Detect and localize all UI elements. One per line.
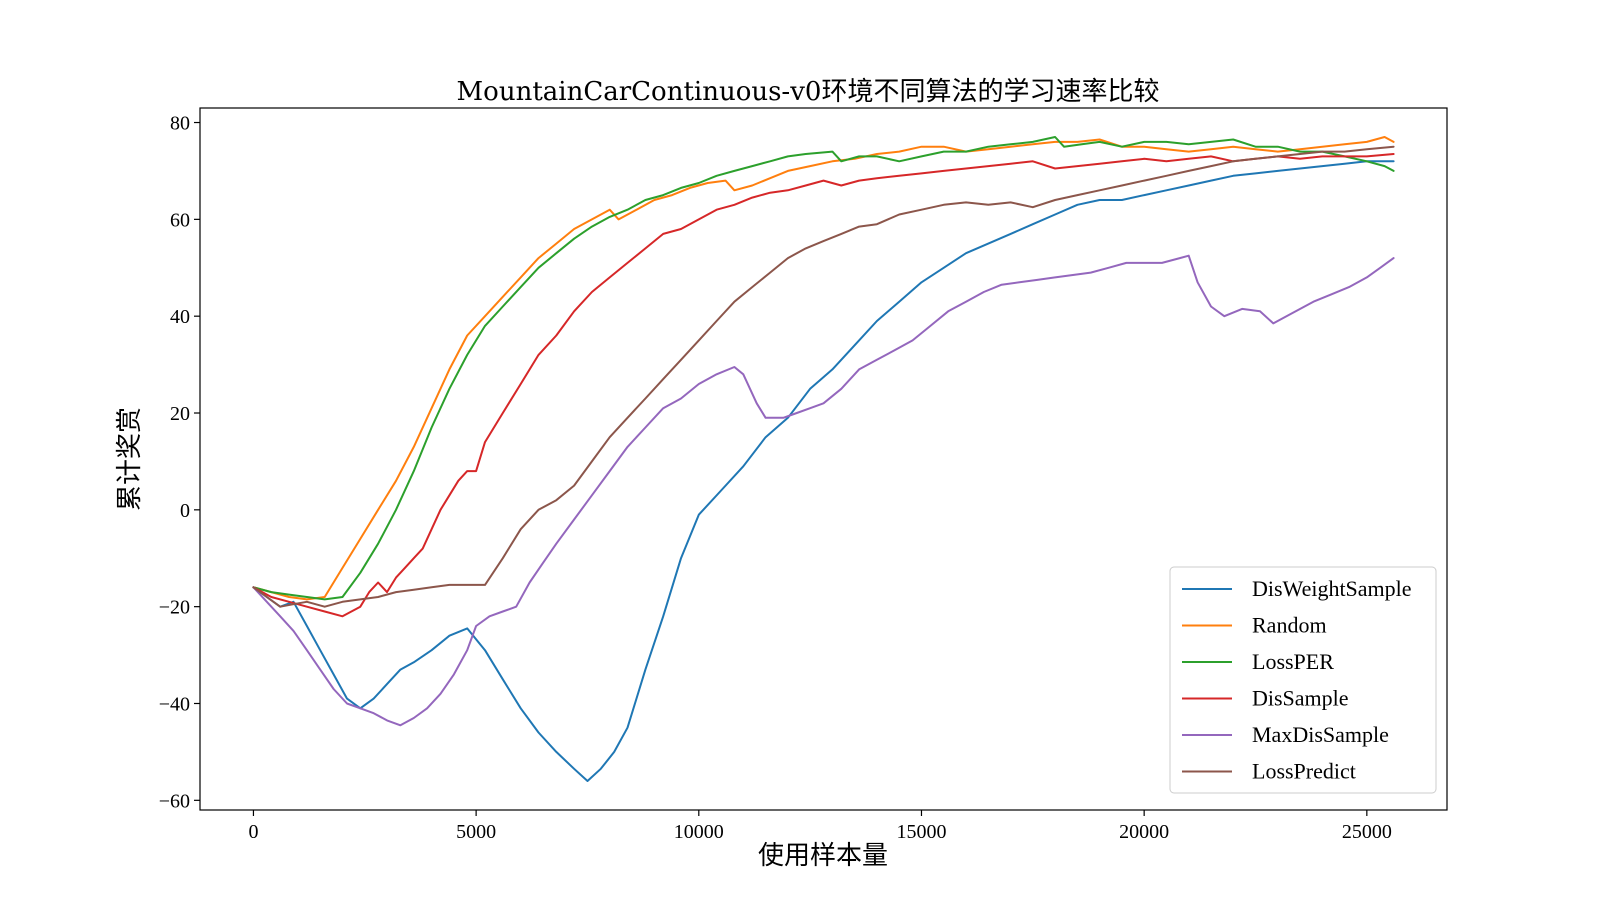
y-tick-label: −20 [159,597,190,619]
y-tick-label: 20 [170,403,190,425]
x-tick-label: 10000 [674,821,724,843]
series-line-maxdissample [252,254,1395,727]
series-lines [252,136,1395,782]
legend-label-dissample: DisSample [1252,686,1349,711]
series-line-random [252,136,1395,601]
y-tick-label: 80 [170,113,190,135]
x-axis-label: 使用样本量 [758,841,888,871]
x-tick-label: 20000 [1119,821,1169,843]
series-line-lossper [252,136,1395,601]
y-tick-label: −40 [159,693,190,715]
series-line-disweightsample [252,160,1395,782]
chart-title: MountainCarContinuous-v0环境不同算法的学习速率比较 [457,77,1160,107]
legend-label-maxdissample: MaxDisSample [1252,722,1389,747]
x-tick-label: 0 [248,821,258,843]
x-tick-label: 5000 [456,821,496,843]
x-axis: 0 5000 10000 15000 20000 25000 [248,810,1392,843]
x-tick-label: 15000 [896,821,946,843]
legend-label-lossper: LossPER [1252,649,1334,674]
legend-label-losspredict: LossPredict [1252,759,1356,784]
legend: DisWeightSample Random LossPER DisSample Max… [1169,566,1437,794]
y-tick-label: −60 [159,790,190,812]
x-tick-label: 25000 [1342,821,1392,843]
y-axis: −60 −40 −20 0 20 40 60 80 [159,113,200,812]
y-tick-label: 40 [170,306,190,328]
series-line-losspredict [252,145,1395,608]
legend-label-random: Random [1252,613,1327,638]
y-tick-label: 0 [180,500,190,522]
legend-box [1169,566,1437,794]
legend-label-disweightsample: DisWeightSample [1252,576,1412,601]
plot-frame [199,107,1448,811]
y-axis-label: 累计奖赏 [115,407,145,511]
y-tick-label: 60 [170,209,190,231]
series-line-dissample [252,153,1395,618]
